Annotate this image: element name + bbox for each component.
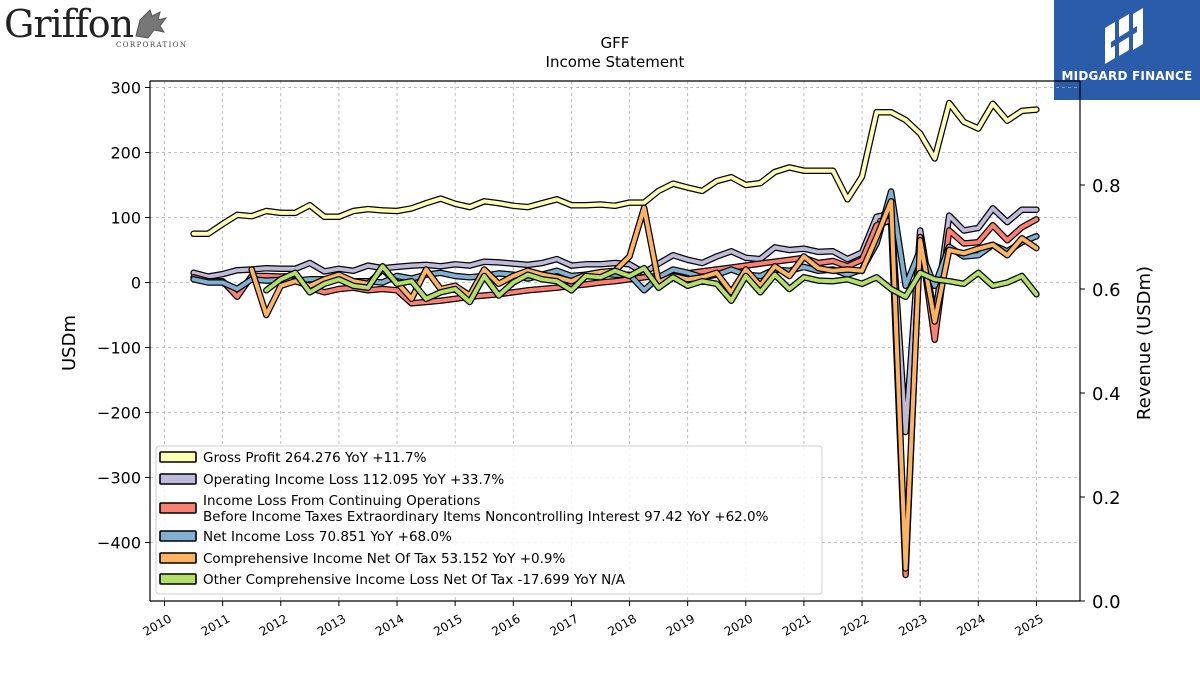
legend: Gross Profit 264.276 YoY +11.7% Operating… <box>155 445 823 595</box>
y-tick-label: 200 <box>110 144 141 163</box>
x-tick-label: 2017 <box>547 611 580 638</box>
griffon-logo-text: Griffon <box>4 2 134 46</box>
x-tick-label: 2015 <box>431 611 464 638</box>
y2-tick-label: 0.0 <box>1092 592 1121 613</box>
y-tick-label: −400 <box>97 534 141 553</box>
series-line-gross <box>191 101 1039 236</box>
x-tick-label: 2025 <box>1012 611 1045 638</box>
legend-label-pretax-line2: Before Income Taxes Extraordinary Items … <box>203 509 769 525</box>
x-tick-label: 2023 <box>896 611 929 638</box>
x-tick-label: 2021 <box>780 611 813 638</box>
y2-tick-label: 0.4 <box>1092 384 1121 405</box>
legend-label-oci: Other Comprehensive Income Loss Net Of T… <box>203 572 626 588</box>
y-tick-label: −300 <box>97 469 141 488</box>
x-tick-label: 2010 <box>141 611 174 638</box>
x-tick-label: 2019 <box>664 611 697 638</box>
x-tick-label: 2016 <box>489 611 522 638</box>
legend-box <box>155 445 823 595</box>
legend-swatch-compinc <box>159 552 197 564</box>
series-line-oci <box>264 264 1039 304</box>
series-lines <box>190 99 1040 579</box>
y-tick-label: −200 <box>97 404 141 423</box>
griffon-emblem-icon <box>135 9 168 39</box>
x-tick-label: 2014 <box>373 611 406 638</box>
chart-title: GFF <box>601 34 630 52</box>
x-tick-label: 2022 <box>838 611 871 638</box>
legend-label-opinc: Operating Income Loss 112.095 YoY +33.7% <box>203 472 504 488</box>
y-tick-label: 100 <box>110 209 141 228</box>
y2-axis-label: Revenue (USDm) <box>1134 266 1155 420</box>
chart-subtitle: Income Statement <box>546 53 685 71</box>
y-tick-label: 300 <box>110 79 141 98</box>
legend-label-compinc: Comprehensive Income Net Of Tax 53.152 Y… <box>203 551 566 567</box>
x-tick-label: 2012 <box>257 611 290 638</box>
midgard-finance-text: MIDGARD FINANCE <box>1061 69 1193 83</box>
axes <box>145 80 1085 606</box>
legend-label-netinc: Net Income Loss 70.851 YoY +68.0% <box>203 529 452 545</box>
legend-swatch-netinc <box>159 530 197 542</box>
x-tick-label: 2011 <box>199 611 232 638</box>
y-tick-label: 0 <box>131 274 141 293</box>
y2-tick-label: 0.8 <box>1092 176 1121 197</box>
legend-swatch-oci <box>159 573 197 585</box>
legend-swatch-pretax <box>159 502 197 514</box>
x-tick-label: 2013 <box>315 611 348 638</box>
x-tick-label: 2024 <box>954 611 987 638</box>
midgard-emblem-icon <box>1105 8 1143 64</box>
griffon-logo: Griffon CORPORATION <box>4 2 186 49</box>
x-tick-label: 2020 <box>722 611 755 638</box>
y-axis-label: USDm <box>59 315 80 371</box>
midgard-finance-logo: MIDGARD FINANCE <box>1054 0 1200 100</box>
legend-label-pretax-line1: Income Loss From Continuing Operations <box>203 493 480 509</box>
y2-tick-label: 0.2 <box>1092 488 1121 509</box>
legend-label-gross: Gross Profit 264.276 YoY +11.7% <box>203 450 427 466</box>
legend-swatch-opinc <box>159 473 197 485</box>
x-tick-label: 2018 <box>606 611 639 638</box>
legend-swatch-gross <box>159 451 197 463</box>
y-tick-label: −100 <box>97 339 141 358</box>
griffon-logo-subtext: CORPORATION <box>116 41 188 49</box>
y2-tick-label: 0.6 <box>1092 280 1121 301</box>
